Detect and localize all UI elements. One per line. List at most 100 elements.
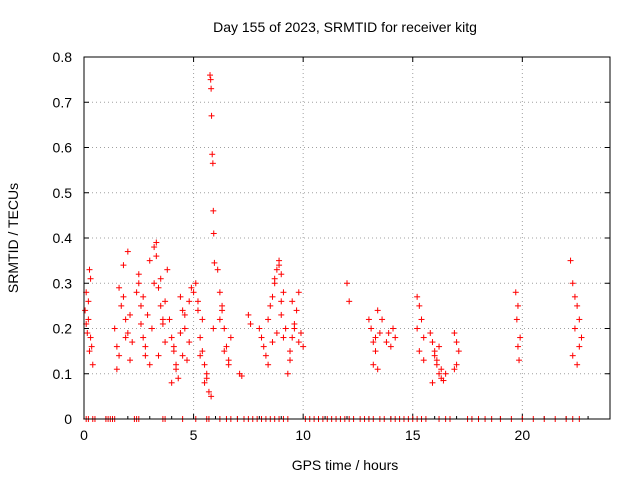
data-point <box>113 343 120 350</box>
data-point <box>166 316 173 323</box>
data-point <box>124 330 131 337</box>
y-tick-label: 0.3 <box>53 275 73 291</box>
data-point <box>194 307 201 314</box>
data-point <box>287 348 294 355</box>
data-point <box>289 334 296 341</box>
data-point <box>201 361 208 368</box>
data-point <box>512 289 519 296</box>
data-point <box>414 325 421 332</box>
data-point <box>210 325 217 332</box>
data-point <box>513 316 520 323</box>
data-point <box>86 348 93 355</box>
data-point <box>247 320 254 327</box>
data-point <box>221 348 228 355</box>
data-point <box>209 160 216 167</box>
data-point <box>282 325 289 332</box>
data-point <box>451 366 458 373</box>
data-point <box>260 343 267 350</box>
data-point <box>155 284 162 291</box>
data-point <box>265 316 272 323</box>
data-point <box>127 357 134 364</box>
data-point <box>179 352 186 359</box>
data-point <box>379 316 386 323</box>
data-point <box>162 298 169 305</box>
data-point <box>287 357 294 364</box>
y-tick-label: 0.5 <box>53 185 73 201</box>
data-point <box>372 348 379 355</box>
data-point <box>455 348 462 355</box>
data-point <box>442 370 449 377</box>
data-point <box>82 307 89 314</box>
data-point <box>124 248 131 255</box>
data-point <box>416 302 423 309</box>
data-point <box>190 289 197 296</box>
data-point <box>280 334 287 341</box>
data-point <box>153 253 160 260</box>
data-point <box>129 339 136 346</box>
data-point <box>153 239 160 246</box>
data-point <box>418 316 425 323</box>
grid-lines <box>83 56 610 420</box>
data-point <box>383 339 390 346</box>
y-tick-label: 0 <box>64 411 72 427</box>
data-point <box>438 366 445 373</box>
data-point <box>297 330 304 337</box>
data-point <box>120 262 127 269</box>
data-point <box>111 325 118 332</box>
data-point <box>146 361 153 368</box>
data-point <box>155 352 162 359</box>
data-point <box>87 334 94 341</box>
data-point <box>203 370 210 377</box>
data-point <box>269 293 276 300</box>
data-point <box>208 393 215 400</box>
data-point <box>414 293 421 300</box>
data-point <box>567 257 574 264</box>
data-point <box>267 302 274 309</box>
data-point <box>151 244 158 251</box>
data-point <box>280 289 287 296</box>
data-points <box>82 72 585 422</box>
data-point <box>181 311 188 318</box>
data-point <box>116 284 123 291</box>
data-point <box>289 298 296 305</box>
data-point <box>271 275 278 282</box>
data-point <box>265 361 272 368</box>
data-point <box>293 307 300 314</box>
data-point <box>210 207 217 214</box>
y-tick-label: 0.8 <box>53 49 73 65</box>
data-point <box>133 289 140 296</box>
y-axis-label: SRMTID / TECUs <box>5 183 21 293</box>
y-tick-label: 0.1 <box>53 366 73 382</box>
data-point <box>211 259 218 266</box>
data-point <box>177 330 184 337</box>
data-point <box>221 325 228 332</box>
data-point <box>157 302 164 309</box>
data-point <box>420 357 427 364</box>
data-point <box>194 298 201 305</box>
data-point <box>256 325 263 332</box>
data-point <box>164 266 171 273</box>
data-point <box>85 298 92 305</box>
data-point <box>162 339 169 346</box>
data-point <box>576 316 583 323</box>
data-point <box>207 76 214 83</box>
data-point <box>201 379 208 386</box>
data-point <box>370 339 377 346</box>
data-point <box>284 370 291 377</box>
data-point <box>135 280 142 287</box>
data-point <box>227 334 234 341</box>
data-point <box>168 379 175 386</box>
y-tick-label: 0.6 <box>53 140 73 156</box>
y-tick-label: 0.7 <box>53 94 73 110</box>
data-point <box>516 357 523 364</box>
data-point <box>374 307 381 314</box>
data-point <box>273 266 280 273</box>
data-point <box>385 330 392 337</box>
data-point <box>208 85 215 92</box>
data-point <box>135 271 142 278</box>
data-point <box>278 311 285 318</box>
data-point <box>205 388 212 395</box>
data-point <box>157 275 164 282</box>
x-tick-label: 5 <box>190 427 198 443</box>
